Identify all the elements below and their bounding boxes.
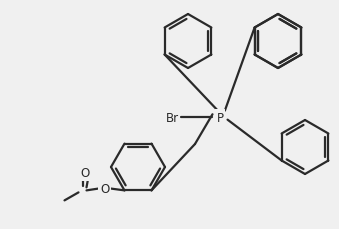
Text: Br: Br	[165, 111, 179, 124]
Text: O: O	[100, 182, 109, 195]
Text: O: O	[80, 166, 89, 179]
Text: P: P	[217, 111, 223, 124]
